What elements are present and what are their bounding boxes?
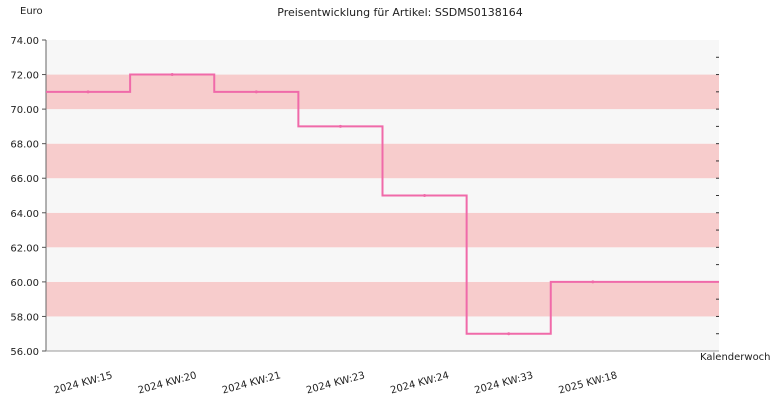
y-axis-label: Euro (20, 6, 43, 17)
background-band (46, 316, 719, 351)
y-tick-label: 72.00 (10, 71, 39, 82)
background-band (46, 247, 719, 282)
price-series (46, 73, 719, 336)
y-tick-label: 62.00 (10, 243, 39, 254)
x-tick-label: 2024 KW:23 (305, 370, 366, 396)
x-tick-label: 2024 KW:15 (53, 370, 114, 396)
y-tick-label: 58.00 (10, 312, 39, 323)
background-band (46, 281, 719, 317)
price-step-line (46, 73, 719, 335)
chart-title: Preisentwicklung für Artikel: SSDMS01381… (277, 6, 522, 19)
price-point (423, 194, 427, 197)
y-tick-label: 66.00 (10, 174, 39, 185)
price-point (338, 124, 342, 128)
x-tick-label: 2024 KW:20 (137, 370, 198, 396)
y-axis-ticks: 56.00 58.00 60.00 62.00 64.00 66.00 68.00 70.00… (10, 36, 719, 358)
price-point (507, 332, 511, 336)
y-tick-label: 56.00 (10, 347, 39, 358)
x-axis-label: Kalenderwoche (700, 352, 770, 363)
price-point (170, 73, 174, 77)
background-band (46, 74, 719, 110)
price-point (86, 90, 90, 94)
x-tick-label: 2025 KW:18 (558, 370, 619, 396)
price-point (254, 90, 258, 94)
x-tick-label: 2024 KW:24 (389, 370, 450, 396)
y-tick-label: 60.00 (10, 278, 39, 289)
y-tick-label: 68.00 (10, 140, 39, 151)
background-band (46, 212, 719, 248)
price-point (591, 280, 595, 284)
y-tick-label: 64.00 (10, 209, 39, 220)
x-axis-ticks: 2024 KW:15 2024 KW:20 2024 KW:21 2024 KW:23… (53, 370, 619, 396)
background-band (46, 40, 719, 75)
x-tick-label: 2024 KW:21 (221, 370, 282, 396)
y-tick-label: 74.00 (10, 36, 39, 47)
y-tick-label: 70.00 (10, 105, 39, 116)
x-tick-label: 2024 KW:33 (473, 370, 534, 396)
